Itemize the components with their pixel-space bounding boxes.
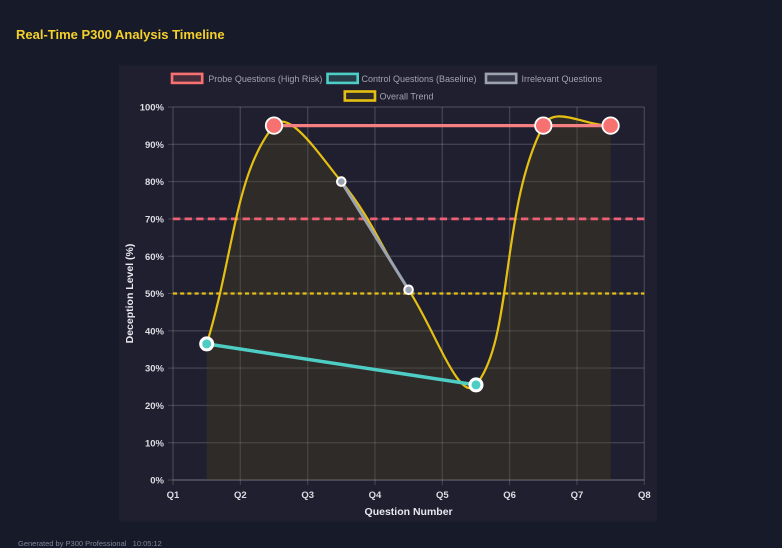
svg-text:Q7: Q7 (571, 490, 584, 501)
svg-text:40%: 40% (145, 326, 165, 337)
svg-text:70%: 70% (145, 215, 165, 226)
svg-text:Q4: Q4 (369, 490, 382, 501)
svg-text:50%: 50% (145, 289, 165, 300)
svg-text:Q6: Q6 (503, 490, 516, 501)
svg-text:20%: 20% (145, 401, 165, 412)
svg-text:30%: 30% (145, 364, 165, 375)
svg-text:Irrelevant Questions: Irrelevant Questions (522, 74, 603, 84)
svg-text:80%: 80% (145, 177, 165, 188)
svg-text:Q3: Q3 (301, 490, 314, 501)
svg-text:Control Questions (Baseline): Control Questions (Baseline) (362, 74, 477, 84)
svg-text:90%: 90% (145, 140, 165, 151)
svg-text:Deception Level (%): Deception Level (%) (124, 244, 136, 344)
svg-text:Probe Questions (High Risk): Probe Questions (High Risk) (208, 74, 322, 84)
svg-text:Q1: Q1 (167, 490, 180, 501)
svg-text:Q8: Q8 (638, 490, 651, 501)
svg-text:Overall Trend: Overall Trend (380, 92, 434, 102)
svg-text:60%: 60% (145, 252, 165, 263)
svg-text:Question Number: Question Number (365, 506, 453, 518)
svg-text:Q2: Q2 (234, 490, 247, 501)
svg-text:10%: 10% (145, 438, 165, 449)
svg-text:Q5: Q5 (436, 490, 449, 501)
svg-text:100%: 100% (140, 103, 165, 114)
svg-text:0%: 0% (150, 476, 164, 487)
